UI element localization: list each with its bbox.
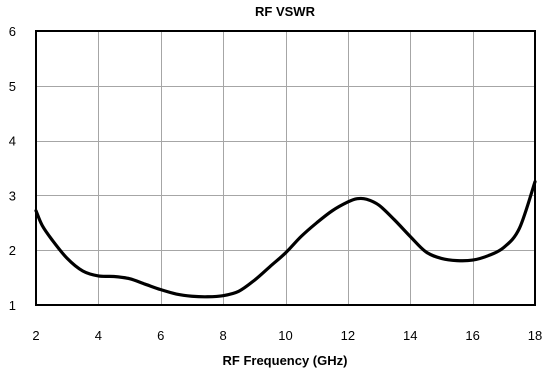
y-tick-label: 4 xyxy=(9,134,16,149)
x-tick-label: 14 xyxy=(403,328,417,343)
vswr-series-line xyxy=(34,180,537,299)
y-axis-ticks: 1 2 3 4 5 6 xyxy=(9,24,16,313)
y-tick-label: 6 xyxy=(9,24,16,39)
x-axis-label: RF Frequency (GHz) xyxy=(223,353,348,368)
series-layer xyxy=(34,180,537,299)
x-tick-label: 10 xyxy=(278,328,292,343)
x-tick-label: 12 xyxy=(341,328,355,343)
x-axis-ticks: 2 4 6 8 10 12 14 16 18 xyxy=(32,328,542,343)
x-tick-label: 16 xyxy=(465,328,479,343)
x-tick-label: 2 xyxy=(32,328,39,343)
plot-area-frame xyxy=(35,30,536,306)
chart-title: RF VSWR xyxy=(255,4,316,19)
y-tick-label: 1 xyxy=(9,298,16,313)
x-tick-label: 4 xyxy=(95,328,102,343)
x-tick-label: 18 xyxy=(528,328,542,343)
x-tick-label: 6 xyxy=(157,328,164,343)
x-tick-label: 8 xyxy=(220,328,227,343)
y-tick-label: 5 xyxy=(9,79,16,94)
grid-lines xyxy=(36,31,536,306)
y-tick-label: 3 xyxy=(9,188,16,203)
y-tick-label: 2 xyxy=(9,243,16,258)
